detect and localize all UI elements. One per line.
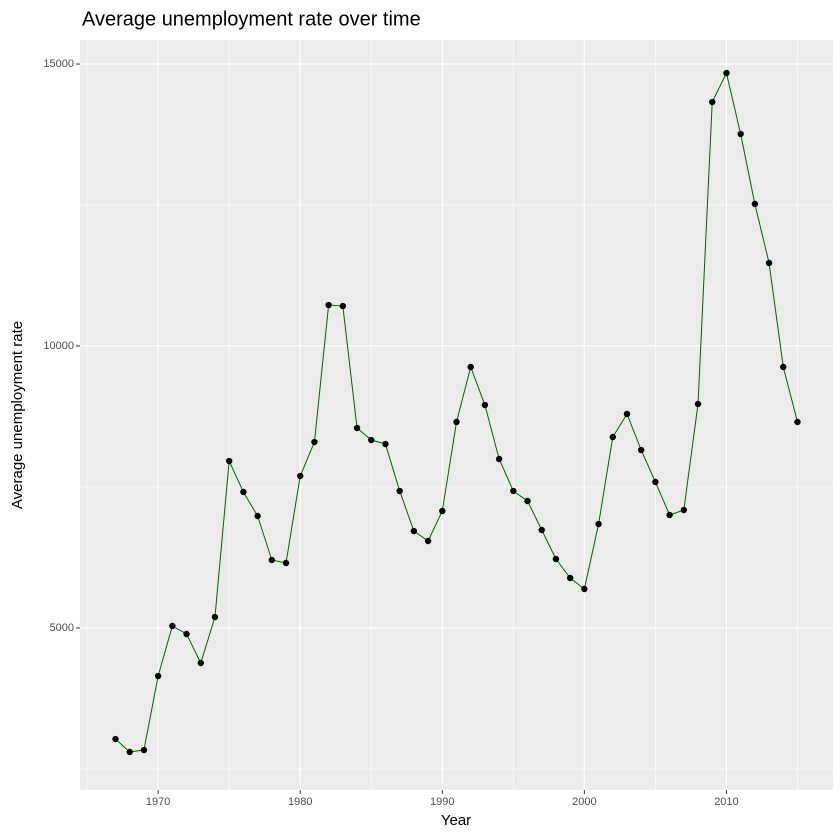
x-tick-label: 1970 <box>146 796 170 808</box>
point <box>652 478 659 486</box>
panel <box>80 40 833 790</box>
y-tick-label: 10000 <box>43 340 74 352</box>
point <box>694 400 702 408</box>
point <box>481 401 489 409</box>
point <box>382 440 389 448</box>
point <box>666 511 673 519</box>
point <box>297 472 304 480</box>
point <box>254 512 261 520</box>
point <box>282 559 290 567</box>
point <box>154 672 162 680</box>
point <box>353 424 361 432</box>
point <box>453 418 460 426</box>
point <box>609 433 616 441</box>
point <box>538 526 545 534</box>
point <box>396 487 403 495</box>
point <box>140 746 148 754</box>
point <box>737 130 744 138</box>
point <box>510 487 517 495</box>
point <box>495 455 503 463</box>
point <box>623 410 631 418</box>
point <box>765 259 773 267</box>
point <box>637 446 645 454</box>
y-axis-title: Average unemployment rate <box>9 321 26 509</box>
point <box>552 555 560 563</box>
point <box>566 574 574 582</box>
point <box>780 363 787 371</box>
point <box>794 418 801 426</box>
point <box>595 520 602 528</box>
point <box>723 69 730 77</box>
y-tick-label: 15000 <box>43 58 74 70</box>
point <box>225 457 233 465</box>
point <box>439 507 446 515</box>
point <box>524 497 531 505</box>
point <box>197 659 204 667</box>
x-axis-title: Year <box>441 812 471 829</box>
point <box>240 488 247 496</box>
point <box>311 438 318 446</box>
point <box>211 613 219 621</box>
point <box>183 630 190 638</box>
point <box>126 748 133 756</box>
chart-title: Average unemployment rate over time <box>82 8 421 30</box>
point <box>268 556 276 564</box>
point <box>680 506 688 514</box>
point <box>709 98 716 106</box>
point <box>751 200 759 208</box>
x-tick-label: 2010 <box>714 796 738 808</box>
y-tick-label: 5000 <box>50 622 74 634</box>
point <box>424 537 432 545</box>
point <box>325 301 332 309</box>
x-tick-label: 2000 <box>572 796 596 808</box>
point <box>339 302 347 310</box>
point <box>581 585 588 593</box>
point <box>410 527 418 535</box>
point <box>467 363 474 371</box>
point <box>169 622 176 630</box>
x-tick-label: 1980 <box>288 796 312 808</box>
point <box>112 735 119 743</box>
point <box>368 436 375 444</box>
x-tick-label: 1990 <box>430 796 454 808</box>
